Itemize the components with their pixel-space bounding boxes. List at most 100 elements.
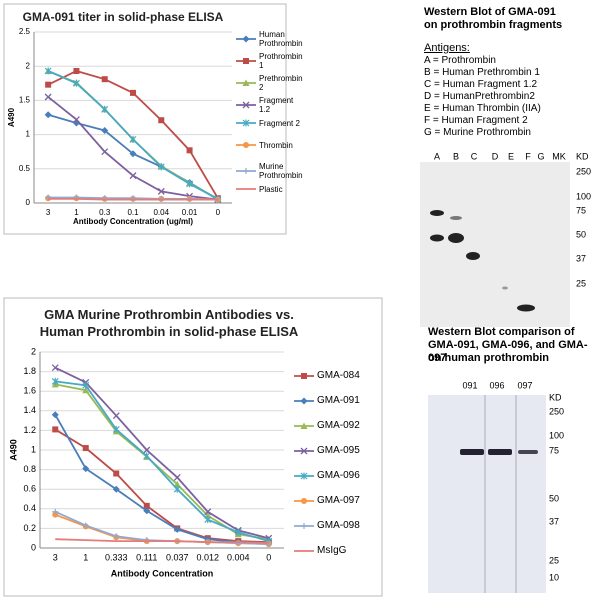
x-tick-label: 0.01 <box>182 208 198 217</box>
marker <box>143 537 150 544</box>
marker <box>300 397 308 404</box>
marker <box>157 163 165 171</box>
blot-bands <box>430 210 535 312</box>
antigen-item: C = Human Fragment 1.2 <box>424 79 538 90</box>
legend-swatch <box>236 119 256 127</box>
antigen-item: D = HumanPrethrombin2 <box>424 91 535 102</box>
y-tick-label: 0.2 <box>23 523 36 533</box>
legend-item: Prothrombin 1 <box>236 52 306 70</box>
marker <box>112 485 120 493</box>
series-line <box>54 366 269 540</box>
x-tick-label: 0.1 <box>127 208 139 217</box>
series-line <box>55 383 269 541</box>
marker <box>242 119 250 127</box>
legend-item: Human Prothrombin <box>236 30 306 48</box>
marker <box>204 508 212 516</box>
legend-swatch <box>294 447 314 454</box>
series <box>48 197 218 201</box>
series <box>55 538 269 544</box>
legend-swatch <box>236 168 256 174</box>
kd-marker: 37 <box>576 253 586 263</box>
x-tick-label: 0.3 <box>99 208 111 217</box>
series-line <box>54 428 269 544</box>
lane-label: C <box>471 151 478 161</box>
y-axis-label: A490 <box>7 107 16 127</box>
legend-swatch <box>294 422 314 429</box>
legend-item: GMA-084 <box>294 370 398 381</box>
legend-item: MsIgG <box>294 545 398 556</box>
legend-swatch <box>294 372 314 379</box>
marker <box>82 381 90 389</box>
marker <box>101 105 109 113</box>
marker <box>243 58 249 64</box>
legend-label: MsIgG <box>317 545 347 556</box>
legend-swatch <box>294 522 314 529</box>
legend-swatch <box>294 397 314 404</box>
kd-marker: 250 <box>576 166 591 176</box>
legend-label: GMA-096 <box>317 470 360 481</box>
kd-marker: 50 <box>576 229 586 239</box>
y-tick-label: 0.8 <box>23 464 36 474</box>
y-tick-label: 0.5 <box>19 164 31 173</box>
marker <box>300 447 308 454</box>
marker <box>101 76 108 83</box>
marker <box>242 101 250 109</box>
marker <box>52 508 59 515</box>
marker <box>158 117 165 124</box>
legend-swatch <box>236 101 256 109</box>
marker <box>52 426 59 433</box>
kd-marker: 25 <box>576 278 586 288</box>
antigen-item: E = Human Thrombin (IIA) <box>424 103 541 114</box>
series <box>44 67 222 203</box>
x-tick-label: 0 <box>266 552 271 562</box>
chart-frame <box>3 297 383 597</box>
legend-swatch <box>236 35 256 43</box>
y-tick-label: 1.6 <box>23 386 36 396</box>
marker <box>235 540 242 547</box>
legend-swatch <box>294 472 314 479</box>
marker <box>112 412 120 420</box>
marker <box>300 422 308 429</box>
antigen-item: A = Prothrombin <box>424 55 496 66</box>
x-tick-label: 3 <box>53 552 58 562</box>
legend-item: GMA-095 <box>294 445 398 456</box>
legend-label: Prethrombin 2 <box>259 74 303 92</box>
marker <box>112 425 120 433</box>
marker <box>143 507 151 515</box>
marker <box>243 142 249 148</box>
x-tick-label: 1 <box>83 552 88 562</box>
lane-label: F <box>525 151 531 161</box>
kd-marker: 10 <box>549 572 559 582</box>
marker <box>143 502 150 509</box>
legend-label: Thrombin <box>259 140 293 150</box>
marker <box>129 150 137 158</box>
legend-label: GMA-097 <box>317 495 360 506</box>
x-tick-label: 0.333 <box>105 552 128 562</box>
marker <box>73 79 80 87</box>
marker <box>186 180 193 188</box>
legend-label: GMA-091 <box>317 395 360 406</box>
legend-item: Fragment 1.2 <box>236 96 306 114</box>
y-tick-label: 1 <box>26 130 31 139</box>
x-tick-label: 0.037 <box>166 552 189 562</box>
marker <box>129 135 137 143</box>
chart-title: GMA Murine Prothrombin Antibodies vs. Hu… <box>39 307 299 339</box>
legend-swatch <box>236 58 256 64</box>
marker <box>300 472 308 479</box>
y-tick-label: 1 <box>31 444 36 454</box>
marker <box>204 516 212 524</box>
legend-item: GMA-097 <box>294 495 398 506</box>
legend-label: Prothrombin 1 <box>259 52 303 70</box>
legend-label: GMA-092 <box>317 420 360 431</box>
chart-frame <box>3 3 287 235</box>
marker <box>301 497 307 504</box>
legend-item: Plastic <box>236 184 306 194</box>
marker <box>143 446 151 454</box>
marker <box>44 67 52 75</box>
legend-item: GMA-098 <box>294 520 398 531</box>
marker <box>82 522 89 529</box>
kd-marker: 25 <box>549 555 559 565</box>
blot-title: on prothrombin fragments <box>424 19 563 31</box>
